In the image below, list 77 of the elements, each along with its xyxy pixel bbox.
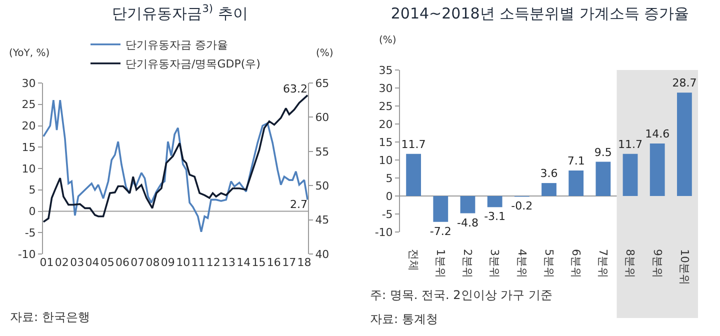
data-label: -4.8	[456, 216, 478, 230]
x-tick-label: 4분위	[515, 249, 528, 278]
y-tick-label: -5	[382, 208, 393, 221]
x-tick-label: 04	[85, 256, 100, 269]
y-tick-label: 0	[28, 205, 36, 218]
x-tick-label: 13	[222, 256, 236, 269]
y-tick-label: 20	[378, 118, 393, 131]
y-tick-label: 10	[22, 162, 36, 176]
y2-tick-label: 45	[315, 214, 330, 227]
y2-tick-label: 40	[315, 248, 330, 261]
chart-title: 단기유동자금$^{3)}$ 추이	[112, 3, 248, 22]
y2-axis-title: (%)	[316, 48, 334, 59]
x-tick-label: 2분위	[461, 249, 474, 278]
x-tick-label: 02	[54, 256, 69, 269]
x-tick-label: 7분위	[596, 249, 610, 278]
data-label: 2.7	[290, 198, 308, 211]
x-tick-label: 10	[176, 256, 190, 269]
data-label: -0.2	[511, 200, 533, 213]
y-tick-label: 5	[386, 172, 393, 185]
y2-tick-label: 55	[315, 145, 330, 158]
x-tick-label: 전체	[406, 249, 420, 271]
text: 자료: 통계청	[370, 312, 438, 326]
y-tick-label: 15	[22, 140, 36, 154]
x-tick-label: 14	[236, 256, 251, 269]
y-axis-title: (%)	[379, 35, 396, 46]
text: 주: 명목. 전국. 2인이상 가구 기준	[370, 288, 552, 302]
y-tick-label: -5	[24, 226, 36, 240]
x-tick-label: 9분위	[650, 249, 664, 278]
y-tick-label: 25	[22, 98, 36, 112]
x-tick-label: 12	[206, 256, 220, 269]
data-label: 3.6	[540, 167, 558, 180]
y-tick-label: 0	[386, 190, 393, 203]
data-label: 11.7	[401, 138, 426, 151]
legend-label: 단기유동자금/명목GDP(우)	[126, 58, 260, 71]
data-label: -3.1	[484, 210, 506, 224]
data-label: 63.2	[283, 82, 308, 96]
data-label: 28.7	[672, 76, 697, 90]
data-label: 9.5	[594, 146, 612, 159]
x-tick-label: 16	[266, 256, 281, 269]
x-tick-label: 07	[130, 256, 145, 269]
y2-tick-label: 65	[315, 76, 330, 90]
x-tick-label: 1분위	[434, 249, 448, 278]
y-tick-label: -10	[18, 248, 36, 261]
y-tick-label: 30	[22, 76, 36, 90]
y-axis-title: (YoY, %)	[9, 48, 50, 59]
x-tick-label: 6분위	[570, 249, 583, 278]
y-tick-label: 5	[28, 184, 36, 197]
x-tick-label: 8분위	[624, 249, 637, 278]
y-tick-label: 25	[378, 100, 393, 113]
x-tick-label: 15	[252, 256, 266, 269]
x-tick-label: 08	[146, 256, 160, 269]
data-label: 11.7	[618, 138, 643, 151]
y-tick-label: 15	[378, 136, 393, 149]
x-tick-label: 10분위	[678, 249, 691, 285]
x-tick-label: 5분위	[542, 249, 556, 278]
data-label: -7.2	[430, 224, 452, 238]
y-tick-label: 30	[378, 82, 393, 95]
y2-tick-label: 50	[315, 179, 330, 192]
x-tick-label: 3분위	[488, 249, 502, 278]
legend-label: 단기유동자금 증가율	[126, 38, 228, 52]
x-tick-label: 01	[40, 256, 54, 269]
y-tick-label: 10	[378, 154, 393, 167]
y-tick-label: 35	[378, 64, 393, 77]
x-tick-label: 18	[297, 256, 312, 269]
x-tick-label: 05	[100, 256, 114, 269]
chart-title: 2014~2018년 소득분위별 가계소득 증가율	[390, 4, 690, 22]
x-tick-label: 09	[160, 256, 175, 269]
x-tick-label: 03	[70, 256, 84, 269]
data-label: 14.6	[645, 127, 670, 140]
x-tick-label: 06	[116, 256, 130, 269]
y2-tick-label: 60	[315, 111, 330, 124]
y-tick-label: -10	[374, 226, 393, 239]
text: 자료: 한국은행	[10, 310, 90, 324]
x-tick-label: 17	[282, 256, 296, 269]
x-tick-label: 11	[191, 256, 206, 269]
data-label: 7.1	[567, 154, 585, 168]
y-tick-label: 20	[22, 120, 36, 133]
